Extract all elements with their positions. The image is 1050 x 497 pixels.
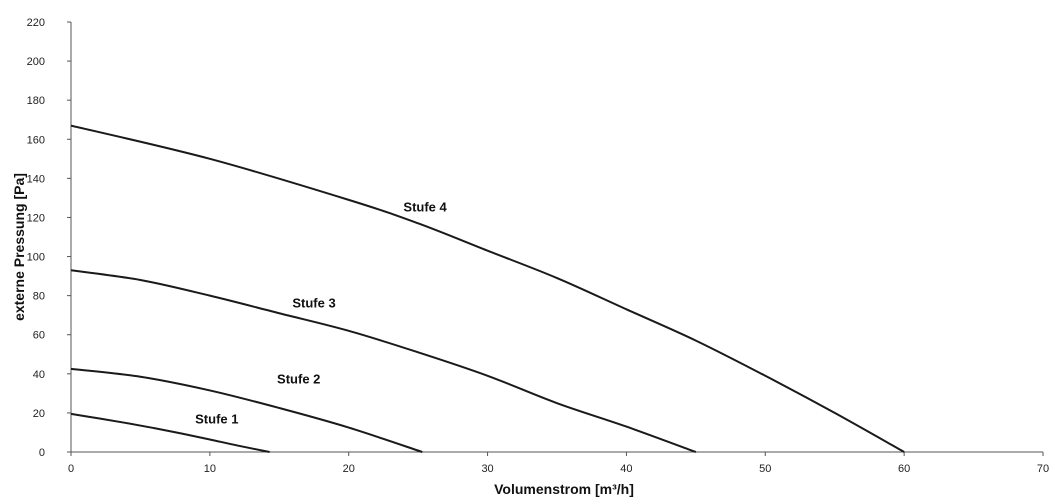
curve-label-stufe-1: Stufe 1 [195,412,238,427]
y-tick-label: 180 [27,95,45,107]
axes: 0 20 40 60 80 100 120 140 160 180 200 220 0 10 20 30 40 5… [27,17,1049,475]
y-tick-label: 100 [27,252,45,264]
curve-label-stufe-3: Stufe 3 [292,295,335,310]
y-axis-title: externe Pressung [Pa] [11,173,27,321]
x-tick-label: 10 [204,463,216,475]
y-tick-label: 120 [27,212,45,224]
x-tick-label: 0 [68,463,74,475]
curve-stufe-4 [70,124,905,453]
y-tick-label: 220 [27,17,45,29]
x-tick-label: 70 [1037,463,1049,475]
curve-stufe-2 [70,367,423,453]
y-tick-label: 160 [27,134,45,146]
y-tick-label: 20 [33,408,45,420]
curve-stufe-3 [70,269,697,453]
curve-labels: Stufe 1 Stufe 2 Stufe 3 Stufe 4 [195,200,447,427]
x-tick-label: 40 [620,463,632,475]
y-tick-label: 40 [33,369,45,381]
y-tick-label: 140 [27,173,45,185]
series-group [70,124,905,453]
x-axis-title: Volumenstrom [m³/h] [494,481,634,497]
x-tick-label: 50 [759,463,771,475]
y-tick-label: 0 [39,447,45,459]
x-tick-label: 60 [898,463,910,475]
y-tick-label: 80 [33,291,45,303]
y-tick-label: 200 [27,56,45,68]
y-tick-label: 60 [33,330,45,342]
curve-label-stufe-2: Stufe 2 [277,372,320,387]
x-tick-label: 30 [481,463,493,475]
x-tick-label: 20 [343,463,355,475]
curve-stufe-1 [70,412,270,453]
curve-label-stufe-4: Stufe 4 [403,200,447,215]
